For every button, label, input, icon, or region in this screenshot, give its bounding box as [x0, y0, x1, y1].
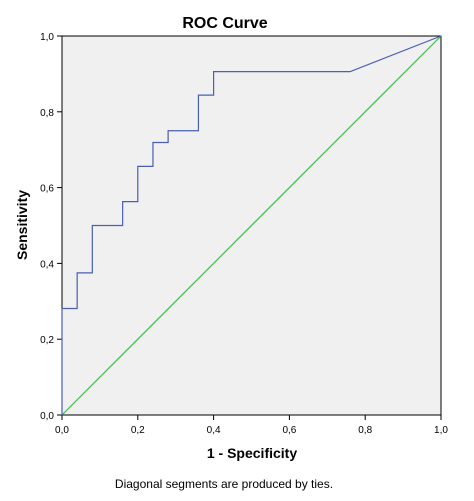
y-tick-label: 0,2	[40, 335, 54, 346]
roc-curve-line	[61, 35, 442, 415]
y-tick-label: 0,8	[40, 108, 54, 119]
x-tick-label: 0,2	[131, 425, 145, 436]
x-tick-label: 0,6	[282, 425, 296, 436]
y-axis-ticks: 0,0 0,2 0,4 0,6 0,8 1,0	[40, 32, 62, 422]
x-axis-ticks: 0,0 0,2 0,4 0,6 0,8 1,0	[55, 415, 448, 436]
x-tick-label: 1,0	[434, 425, 448, 436]
footnote: Diagonal segments are produced by ties.	[115, 477, 333, 491]
x-tick-label: 0,8	[358, 425, 372, 436]
chart-title: ROC Curve	[182, 15, 267, 32]
x-tick-label: 0,0	[55, 425, 69, 436]
x-tick-label: 0,4	[207, 425, 221, 436]
x-axis-label: 1 - Specificity	[207, 445, 297, 461]
reference-line	[61, 35, 442, 416]
series-layer	[61, 35, 442, 416]
y-tick-label: 0,6	[40, 184, 54, 195]
y-tick-label: 1,0	[40, 32, 54, 43]
y-tick-label: 0,0	[40, 411, 54, 422]
y-axis-label: Sensitivity	[14, 190, 30, 260]
y-tick-label: 0,4	[40, 259, 54, 270]
